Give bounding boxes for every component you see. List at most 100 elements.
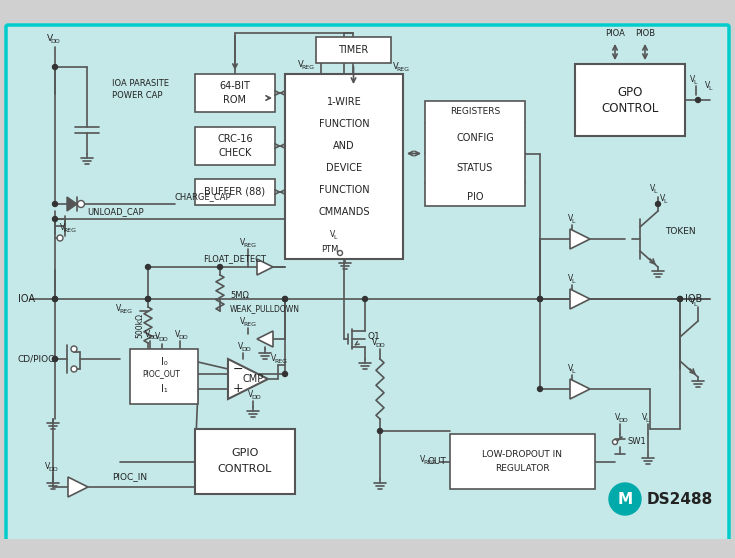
Circle shape (52, 296, 57, 301)
Circle shape (378, 429, 382, 434)
Text: CMMANDS: CMMANDS (318, 207, 370, 217)
Text: V: V (705, 81, 710, 90)
Text: L: L (645, 418, 648, 423)
Text: TIMER: TIMER (338, 45, 369, 55)
Text: V: V (642, 413, 648, 422)
Text: LOW-DROPOUT IN: LOW-DROPOUT IN (482, 450, 562, 459)
Polygon shape (570, 289, 590, 309)
Text: L: L (571, 279, 575, 284)
Bar (425, 101, 525, 206)
Text: REG: REG (243, 243, 256, 248)
Text: ROM: ROM (223, 95, 246, 105)
Text: REGULATOR: REGULATOR (495, 464, 550, 473)
Bar (316, 37, 391, 63)
Circle shape (52, 357, 57, 362)
Circle shape (282, 296, 287, 301)
Polygon shape (67, 197, 77, 211)
Text: V: V (248, 390, 254, 399)
Text: BUFFER (88): BUFFER (88) (204, 187, 265, 197)
Text: REG: REG (63, 228, 76, 233)
Text: SW1: SW1 (628, 437, 647, 446)
Bar (450, 434, 595, 489)
Bar (130, 349, 198, 404)
Text: TOKEN: TOKEN (665, 227, 695, 235)
Text: REG: REG (396, 67, 409, 72)
Text: V: V (330, 230, 335, 239)
Text: REGISTERS: REGISTERS (450, 108, 500, 117)
Circle shape (71, 346, 77, 352)
Circle shape (77, 200, 85, 208)
Bar (285, 74, 403, 259)
Circle shape (146, 264, 151, 270)
Text: UNLOAD_CAP: UNLOAD_CAP (87, 208, 143, 217)
Text: REG: REG (119, 309, 132, 314)
Text: V: V (568, 364, 573, 373)
Text: Q1: Q1 (368, 333, 381, 341)
Circle shape (52, 357, 57, 362)
Text: IOA PARASITE: IOA PARASITE (112, 79, 169, 89)
Circle shape (71, 366, 77, 372)
Text: PIO: PIO (467, 192, 483, 202)
Circle shape (678, 296, 683, 301)
Text: CHECK: CHECK (218, 148, 251, 158)
Text: CMP: CMP (243, 374, 264, 384)
Text: L: L (571, 369, 575, 374)
Circle shape (282, 296, 287, 301)
Circle shape (146, 296, 151, 301)
Circle shape (537, 296, 542, 301)
Text: PIOC_IN: PIOC_IN (112, 473, 148, 482)
Circle shape (52, 217, 57, 222)
Text: STATUS: STATUS (457, 163, 493, 173)
Text: PIOC_OUT: PIOC_OUT (142, 369, 180, 378)
Text: GPO: GPO (617, 85, 642, 99)
Text: DD: DD (48, 467, 58, 472)
Text: REG: REG (423, 459, 436, 464)
Text: V: V (271, 354, 276, 363)
Text: DS2488: DS2488 (647, 492, 713, 507)
Text: V: V (568, 214, 573, 223)
Text: V: V (372, 338, 377, 347)
Text: V: V (47, 34, 53, 43)
Text: V: V (615, 413, 620, 422)
Text: L: L (708, 86, 711, 91)
Text: DD: DD (241, 347, 251, 352)
Text: CRC-16: CRC-16 (217, 134, 253, 144)
Text: L: L (571, 219, 575, 224)
Polygon shape (570, 379, 590, 399)
Text: −: − (233, 363, 243, 376)
Text: FUNCTION: FUNCTION (319, 119, 369, 129)
Circle shape (52, 201, 57, 206)
Text: DD: DD (375, 343, 385, 348)
Circle shape (695, 98, 700, 103)
Bar (575, 64, 685, 136)
Text: V: V (60, 223, 65, 232)
Circle shape (678, 296, 683, 301)
Text: REG: REG (243, 322, 256, 327)
Text: M: M (617, 492, 633, 507)
Text: REG: REG (301, 65, 315, 70)
Circle shape (57, 235, 63, 241)
Circle shape (337, 251, 343, 256)
Text: I₁: I₁ (161, 384, 168, 394)
Bar (195, 74, 275, 112)
Text: L: L (693, 80, 697, 85)
Circle shape (612, 440, 617, 445)
Text: IOB: IOB (685, 294, 702, 304)
Circle shape (218, 264, 223, 270)
Text: V: V (420, 455, 426, 464)
Text: L: L (693, 302, 697, 307)
Text: PTM: PTM (321, 244, 339, 253)
Polygon shape (228, 359, 268, 399)
Text: V: V (145, 330, 150, 339)
Bar (195, 127, 275, 165)
Text: POWER CAP: POWER CAP (112, 92, 162, 100)
Text: CONTROL: CONTROL (601, 102, 659, 114)
Polygon shape (570, 229, 590, 249)
Circle shape (282, 372, 287, 377)
Text: DD: DD (178, 335, 187, 340)
Text: DD: DD (158, 337, 168, 342)
Text: OUT: OUT (427, 457, 446, 466)
Text: V: V (116, 304, 121, 313)
Text: V: V (155, 332, 160, 341)
Text: I₀: I₀ (161, 357, 168, 367)
